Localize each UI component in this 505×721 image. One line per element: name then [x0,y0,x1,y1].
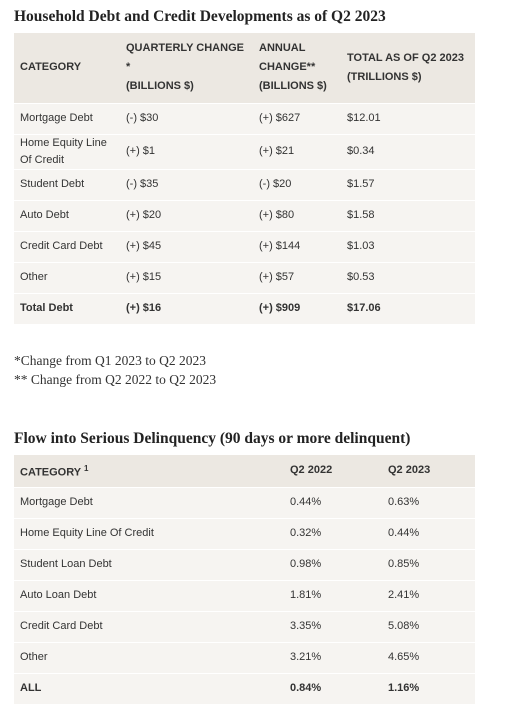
header-row: CATEGORY QUARTERLY CHANGE * (BILLIONS $) AN… [14,33,475,104]
cell: 1.81% [284,580,382,612]
table-row: ALL 0.84% 1.16% [14,673,475,705]
cell: (-) $35 [120,169,253,201]
cell: Credit Card Debt [14,611,284,643]
cell: (+) $57 [253,262,341,294]
cell: (+) $909 [253,293,341,325]
cell: Home Equity Line Of Credit [14,134,120,170]
table-row: Other (+) $15 (+) $57 $0.53 [14,262,475,294]
cell: 0.44% [382,518,475,550]
cell: (+) $1 [120,134,253,170]
column-header: CATEGORY [14,33,120,104]
cell: Mortgage Debt [14,487,284,519]
cell: (+) $16 [120,293,253,325]
column-header: Q2 2022 [284,455,382,488]
table-row: Credit Card Debt 3.35% 5.08% [14,611,475,643]
cell: (-) $30 [120,103,253,135]
cell: Auto Loan Debt [14,580,284,612]
header-note: 1 [83,463,89,473]
cell: 1.16% [382,673,475,705]
cell: 3.21% [284,642,382,674]
cell: 0.84% [284,673,382,705]
footnote: *Change from Q1 2023 to Q2 2023 [14,353,206,368]
cell: 0.32% [284,518,382,550]
cell: Total Debt [14,293,120,325]
header-line: ANNUAL [259,42,306,55]
header-line: TOTAL AS OF Q2 2023 [347,51,464,64]
cell: Home Equity Line Of Credit [14,518,284,550]
table-row: Other 3.21% 4.65% [14,642,475,674]
header-text: CATEGORY [20,466,81,479]
table-row: Student Loan Debt 0.98% 0.85% [14,549,475,581]
table-title: Household Debt and Credit Developments a… [14,8,386,25]
cell: $1.57 [341,169,475,201]
cell: Student Debt [14,169,120,201]
header-line: (BILLIONS $) [126,80,194,93]
cell: 5.08% [382,611,475,643]
debt-table: CATEGORY QUARTERLY CHANGE * (BILLIONS $) AN… [14,33,475,325]
cell: Auto Debt [14,200,120,232]
table-row: Credit Card Debt (+) $45 (+) $144 $1.03 [14,231,475,263]
cell: Mortgage Debt [14,103,120,135]
cell: $0.34 [341,134,475,170]
footnote: ** Change from Q2 2022 to Q2 2023 [14,372,217,387]
delinquency-table: CATEGORY 1 Q2 2022 Q2 2023 Mortgage Debt 0.4… [14,455,475,705]
cell: Credit Card Debt [14,231,120,263]
table-row: Student Debt (-) $35 (-) $20 $1.57 [14,169,475,201]
table-title: Flow into Serious Delinquency (90 days o… [14,430,411,447]
cell: Other [14,642,284,674]
cell: 2.41% [382,580,475,612]
header-line: QUARTERLY CHANGE * [126,42,244,74]
cell: $1.03 [341,231,475,263]
table-row: Auto Debt (+) $20 (+) $80 $1.58 [14,200,475,232]
column-header: QUARTERLY CHANGE * (BILLIONS $) [120,33,253,104]
cell: (+) $144 [253,231,341,263]
footnotes: *Change from Q1 2023 to Q2 2023 ** Chang… [14,351,216,389]
header-row: CATEGORY 1 Q2 2022 Q2 2023 [14,455,475,488]
cell: Student Loan Debt [14,549,284,581]
cell: 0.44% [284,487,382,519]
cell: Other [14,262,120,294]
header-text: Q2 2022 [290,464,333,477]
column-header: CATEGORY 1 [14,455,284,488]
cell: $17.06 [341,293,475,325]
header-line: (TRILLIONS $) [347,70,422,83]
header-text: Q2 2023 [388,464,431,477]
cell: $0.53 [341,262,475,294]
table-row: Mortgage Debt 0.44% 0.63% [14,487,475,519]
cell: 0.85% [382,549,475,581]
cell: 4.65% [382,642,475,674]
column-header: TOTAL AS OF Q2 2023 (TRILLIONS $) [341,33,475,104]
header-line: CHANGE** [259,61,316,74]
column-header: ANNUAL CHANGE** (BILLIONS $) [253,33,341,104]
cell: (+) $80 [253,200,341,232]
cell: $12.01 [341,103,475,135]
header-line: CATEGORY [20,61,82,74]
column-header: Q2 2023 [382,455,475,488]
cell: (-) $20 [253,169,341,201]
cell: 3.35% [284,611,382,643]
cell: (+) $21 [253,134,341,170]
cell: 0.98% [284,549,382,581]
cell: ALL [14,673,284,705]
header-line: (BILLIONS $) [259,80,327,93]
cell: $1.58 [341,200,475,232]
cell: (+) $627 [253,103,341,135]
cell: (+) $45 [120,231,253,263]
cell: (+) $20 [120,200,253,232]
table-row: Mortgage Debt (-) $30 (+) $627 $12.01 [14,103,475,135]
table-row: Total Debt (+) $16 (+) $909 $17.06 [14,293,475,325]
table-row: Home Equity Line Of Credit 0.32% 0.44% [14,518,475,550]
cell: (+) $15 [120,262,253,294]
table-row: Auto Loan Debt 1.81% 2.41% [14,580,475,612]
table-row: Home Equity Line Of Credit (+) $1 (+) $21 $… [14,134,475,170]
cell: 0.63% [382,487,475,519]
